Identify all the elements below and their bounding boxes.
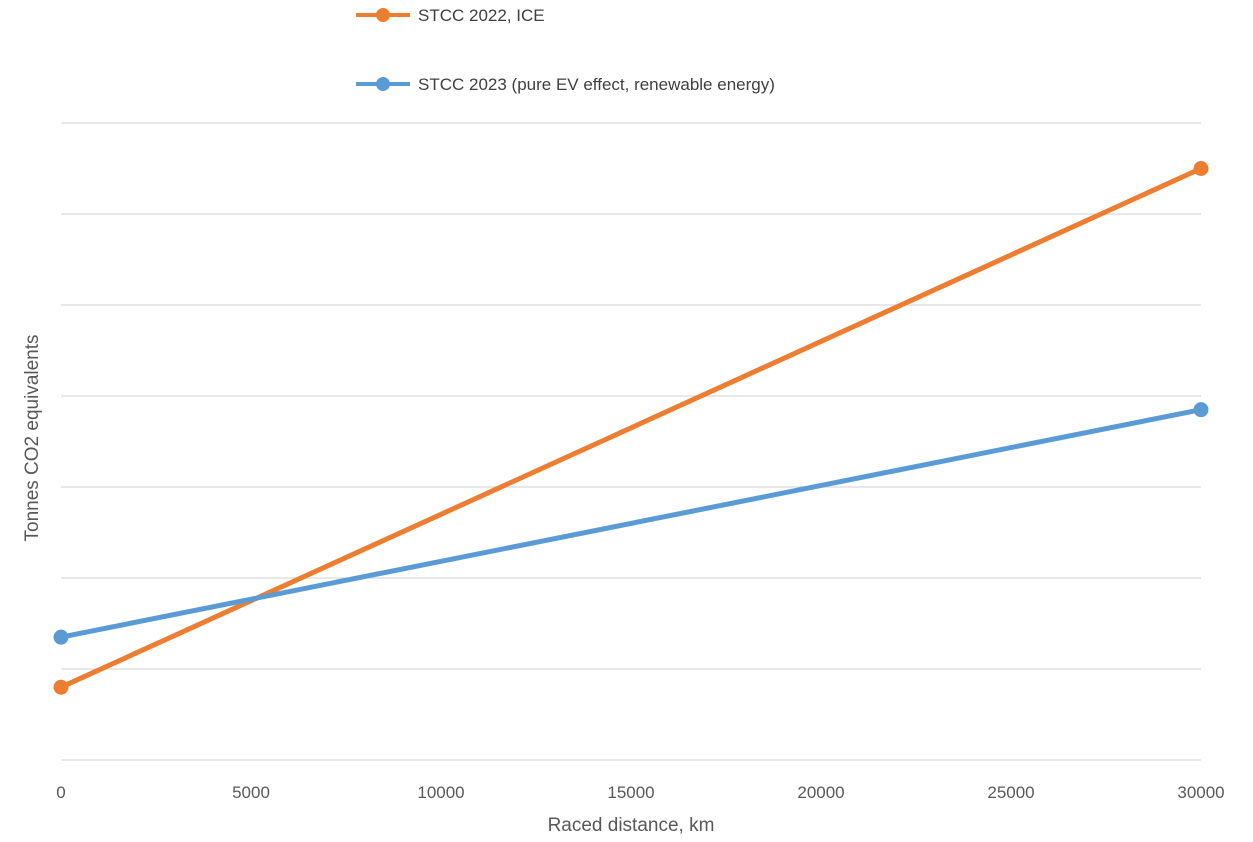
x-tick-label-30000: 30000 <box>1177 783 1224 802</box>
x-tick-label-15000: 15000 <box>607 783 654 802</box>
legend-label-ev: STCC 2023 (pure EV effect, renewable ene… <box>418 75 775 94</box>
x-tick-label-20000: 20000 <box>797 783 844 802</box>
x-axis-ticks: 0 5000 10000 15000 20000 25000 30000 <box>56 783 1224 802</box>
legend: STCC 2022, ICE STCC 2023 (pure EV effect… <box>356 6 775 94</box>
data-point-ice-1 <box>1193 161 1209 176</box>
data-point-ev-0 <box>53 629 69 645</box>
data-point-ev-1 <box>1193 402 1209 418</box>
x-tick-label-5000: 5000 <box>232 783 270 802</box>
legend-item-ev: STCC 2023 (pure EV effect, renewable ene… <box>356 75 775 94</box>
x-tick-label-25000: 25000 <box>987 783 1034 802</box>
data-point-ice-0 <box>53 679 69 695</box>
x-axis-title: Raced distance, km <box>548 815 715 836</box>
legend-item-ice: STCC 2022, ICE <box>356 6 545 25</box>
legend-marker-ev <box>376 77 390 91</box>
x-tick-label-10000: 10000 <box>417 783 464 802</box>
y-axis-title: Tonnes CO2 equivalents <box>22 334 43 541</box>
legend-label-ice: STCC 2022, ICE <box>418 6 545 25</box>
legend-marker-ice <box>376 8 390 22</box>
gridlines <box>61 122 1201 761</box>
x-tick-label-0: 0 <box>56 783 65 802</box>
series-line-ice <box>58 166 1204 690</box>
series-line-ev <box>58 407 1204 640</box>
series-lines <box>53 161 1209 695</box>
